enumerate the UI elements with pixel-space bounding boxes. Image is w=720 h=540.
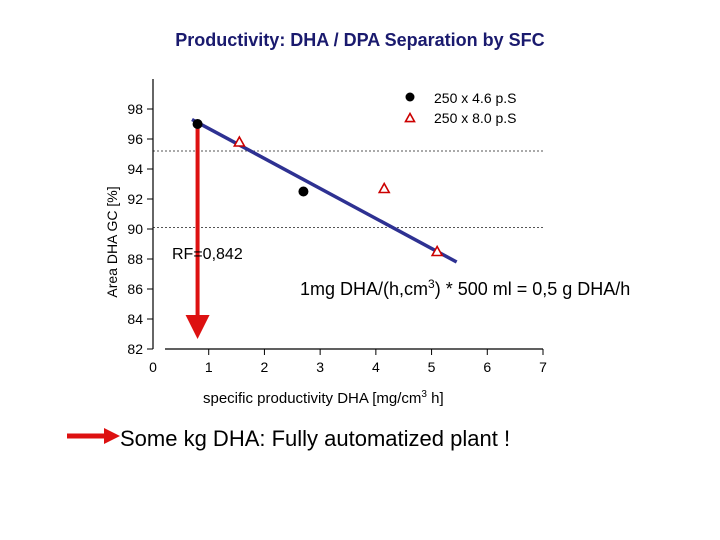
y-tick-label: 86 — [127, 281, 143, 297]
legend-label-triangle: 250 x 8.0 p.S — [434, 110, 517, 126]
legend-label-circle: 250 x 4.6 p.S — [434, 90, 517, 106]
x-axis-label-main: specific productivity DHA [mg/cm — [203, 390, 422, 407]
chart-title: Productivity: DHA / DPA Separation by SF… — [175, 30, 545, 50]
data-point-circle — [298, 186, 309, 197]
x-tick-label: 0 — [149, 359, 157, 375]
data-point-triangle — [232, 135, 246, 147]
legend-box — [395, 82, 535, 130]
data-point-circle — [192, 119, 203, 129]
y-tick-label: 94 — [127, 161, 143, 177]
data-point-triangle — [430, 244, 444, 257]
y-tick-label: 82 — [127, 341, 143, 357]
x-tick-label: 3 — [316, 359, 324, 375]
y-tick-label: 88 — [127, 251, 143, 267]
footer-arrow-head — [104, 428, 120, 444]
y-tick-label: 90 — [127, 221, 143, 237]
calc-main: 1mg DHA/(h,cm — [300, 279, 429, 299]
productivity-calculation: 1mg DHA/(h,cm3) * 500 ml = 0,5 g DHA/h — [300, 277, 630, 300]
x-tick-label: 1 — [205, 359, 213, 375]
footer-note: Some kg DHA: Fully automatized plant ! — [120, 426, 511, 451]
calc-tail: ) * 500 ml = 0,5 g DHA/h — [434, 279, 631, 299]
trendline — [191, 117, 458, 264]
x-axis-label-tail: h] — [426, 390, 444, 407]
x-axis-label-sup: 3 — [421, 389, 427, 400]
x-tick-label: 6 — [483, 359, 491, 375]
x-tick-label: 2 — [261, 359, 269, 375]
rf-annotation: RF=0,842 — [172, 246, 243, 263]
x-tick-label: 7 — [539, 359, 547, 375]
y-tick-label: 84 — [127, 311, 143, 327]
y-tick-label: 98 — [127, 101, 143, 117]
y-axis-label: Area DHA GC [%] — [104, 186, 120, 298]
data-point-triangle — [377, 181, 391, 194]
x-tick-label: 4 — [372, 359, 380, 375]
calc-sup: 3 — [428, 277, 435, 291]
legend-marker-circle — [405, 92, 415, 102]
y-tick-label: 96 — [127, 131, 143, 147]
x-axis-label: specific productivity DHA [mg/cm3 h] — [203, 389, 444, 407]
x-tick-label: 5 — [428, 359, 436, 375]
y-tick-label: 92 — [127, 191, 143, 207]
legend-marker-triangle — [404, 111, 416, 123]
